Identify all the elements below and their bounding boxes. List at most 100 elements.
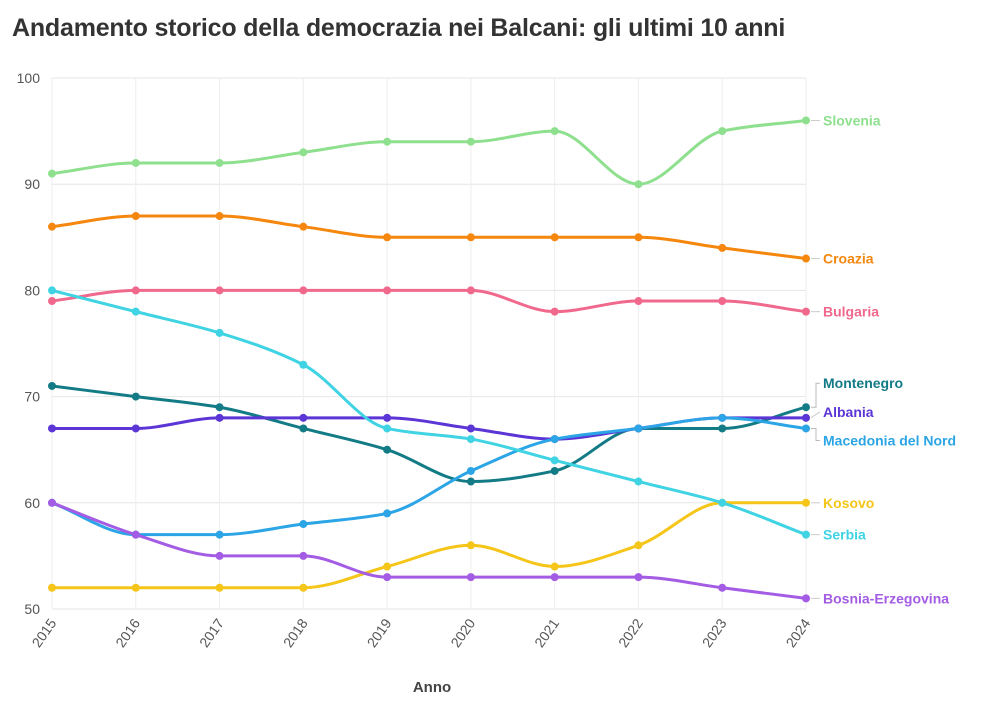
data-point-slovenia xyxy=(215,158,224,167)
data-point-croazia xyxy=(550,233,559,242)
data-point-bulgaria xyxy=(215,286,224,295)
data-point-macedonia-del-nord xyxy=(383,509,392,518)
series-line-montenegro xyxy=(50,384,808,484)
series-line-croazia xyxy=(50,214,808,261)
data-point-croazia xyxy=(718,243,727,252)
data-point-montenegro xyxy=(131,392,140,401)
data-point-serbia xyxy=(215,328,224,337)
y-tick-label: 100 xyxy=(17,70,41,86)
chart-title: Andamento storico della democrazia nei B… xyxy=(12,14,786,42)
x-tick-label: 2024 xyxy=(782,615,813,650)
data-point-albania xyxy=(802,413,810,422)
data-point-croazia xyxy=(802,254,810,263)
series-line-bulgaria xyxy=(50,288,808,314)
series-label-macedonia-del-nord: Macedonia del Nord xyxy=(823,432,956,448)
series-label-albania: Albania xyxy=(823,404,874,420)
data-point-croazia xyxy=(383,233,392,242)
data-point-slovenia xyxy=(718,127,727,136)
data-point-croazia xyxy=(634,233,643,242)
x-tick-label: 2015 xyxy=(28,615,59,650)
data-point-bulgaria xyxy=(466,286,475,295)
series-label-bulgaria: Bulgaria xyxy=(823,304,879,320)
data-point-slovenia xyxy=(802,116,810,125)
data-point-kosovo xyxy=(215,583,224,592)
x-tick-label: 2021 xyxy=(531,615,562,650)
data-point-slovenia xyxy=(634,180,643,189)
data-point-slovenia xyxy=(299,148,308,157)
data-point-kosovo xyxy=(48,583,56,592)
data-point-croazia xyxy=(299,222,308,231)
data-point-serbia xyxy=(634,477,643,486)
data-point-montenegro xyxy=(718,424,727,433)
y-tick-label: 60 xyxy=(24,495,40,511)
data-point-slovenia xyxy=(550,127,559,136)
x-tick-label: 2019 xyxy=(364,615,395,650)
series-line-slovenia xyxy=(50,118,808,186)
series-label-croazia: Croazia xyxy=(823,251,874,267)
data-point-bulgaria xyxy=(550,307,559,316)
data-point-bulgaria xyxy=(634,297,643,306)
x-tick-label: 2017 xyxy=(196,615,227,650)
data-point-kosovo xyxy=(299,583,308,592)
data-point-albania xyxy=(215,413,224,422)
y-tick-label: 90 xyxy=(24,176,40,192)
label-connectors xyxy=(810,119,821,599)
data-point-kosovo xyxy=(131,583,140,592)
label-connector xyxy=(810,411,821,419)
data-point-serbia xyxy=(550,456,559,465)
x-tick-label: 2020 xyxy=(447,615,478,650)
label-connector xyxy=(811,382,820,408)
data-point-montenegro xyxy=(383,445,392,454)
data-point-montenegro xyxy=(550,466,559,475)
x-tick-label: 2022 xyxy=(615,615,646,650)
data-point-montenegro xyxy=(466,477,475,486)
data-point-albania xyxy=(131,424,140,433)
data-point-albania xyxy=(383,413,392,422)
data-point-serbia xyxy=(718,498,727,507)
data-point-macedonia-del-nord xyxy=(466,466,475,475)
data-point-slovenia xyxy=(466,137,475,146)
data-point-kosovo xyxy=(634,541,643,550)
series-lines xyxy=(50,118,808,600)
data-point-bosnia-erzegovina xyxy=(718,583,727,592)
series-label-montenegro: Montenegro xyxy=(823,375,903,391)
data-point-serbia xyxy=(131,307,140,316)
x-axis-ticks: 2015 2016 2017 2018 2019 2020 2021 2022 2023 2024 xyxy=(28,615,813,650)
data-point-macedonia-del-nord xyxy=(802,424,810,433)
series-line-macedonia-del-nord xyxy=(50,416,808,537)
data-point-slovenia xyxy=(131,158,140,167)
y-axis-ticks: 50 60 70 80 90 100 xyxy=(17,70,41,617)
data-point-macedonia-del-nord xyxy=(215,530,224,539)
x-tick-label: 2018 xyxy=(280,615,311,650)
series-line-serbia xyxy=(50,288,808,537)
data-point-bulgaria xyxy=(299,286,308,295)
data-point-serbia xyxy=(299,360,308,369)
data-point-croazia xyxy=(48,222,56,231)
data-point-montenegro xyxy=(48,381,56,390)
data-point-bosnia-erzegovina xyxy=(131,530,140,539)
data-point-serbia xyxy=(48,286,56,295)
x-tick-label: 2023 xyxy=(699,615,730,650)
data-point-bosnia-erzegovina xyxy=(215,551,224,560)
data-point-bulgaria xyxy=(131,286,140,295)
y-tick-label: 50 xyxy=(24,601,40,617)
data-point-bulgaria xyxy=(802,307,810,316)
data-point-kosovo xyxy=(802,498,810,507)
x-axis-title: Anno xyxy=(413,679,451,696)
data-point-slovenia xyxy=(48,169,56,178)
data-point-kosovo xyxy=(466,541,475,550)
data-point-bosnia-erzegovina xyxy=(634,573,643,582)
data-point-macedonia-del-nord xyxy=(634,424,643,433)
data-point-slovenia xyxy=(383,137,392,146)
data-point-bosnia-erzegovina xyxy=(48,498,56,507)
data-point-bosnia-erzegovina xyxy=(802,594,810,603)
series-label-slovenia: Slovenia xyxy=(823,112,881,128)
data-point-kosovo xyxy=(550,562,559,571)
data-point-bosnia-erzegovina xyxy=(466,573,475,582)
data-point-montenegro xyxy=(802,403,810,412)
data-point-croazia xyxy=(215,212,224,221)
label-connector xyxy=(811,427,820,441)
grid-lines xyxy=(51,77,807,610)
data-point-serbia xyxy=(466,435,475,444)
